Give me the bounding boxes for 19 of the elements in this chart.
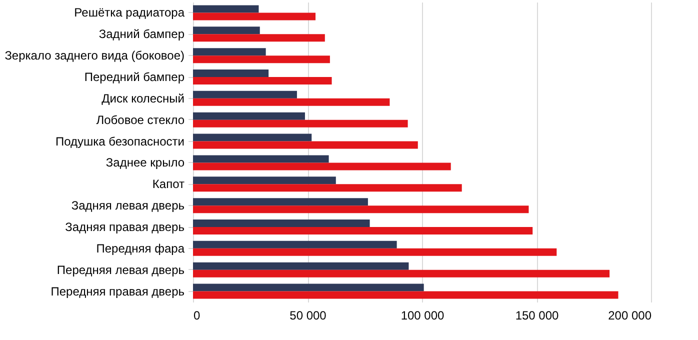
y-tick-label: Диск колесный <box>102 91 184 106</box>
x-tick-label: 150 000 <box>515 308 560 322</box>
x-tick-label: 0 <box>194 308 200 322</box>
y-tick-label: Задний бампер <box>98 27 185 42</box>
x-tick-label: 100 000 <box>400 308 445 322</box>
y-tick-label: Лобовое стекло <box>96 112 185 127</box>
x-tick-label: 200 000 <box>608 308 652 322</box>
y-tick-label: Передняя фара <box>96 241 185 256</box>
y-tick-label: Зеркало заднего вида (боковое) <box>4 48 184 63</box>
y-tick-label: Передняя правая дверь <box>50 284 184 298</box>
y-tick-label: Капот <box>152 177 185 192</box>
y-tick-label: Подушка безопасности <box>55 134 184 148</box>
y-tick-label: Передняя левая дверь <box>56 262 184 277</box>
y-tick-label: Решётка радиатора <box>74 6 185 20</box>
y-tick-label: Передний бампер <box>84 70 185 84</box>
y-tick-label: Задняя правая дверь <box>65 220 184 234</box>
y-tick-label: Заднее крыло <box>106 156 185 170</box>
x-tick-label: 50 000 <box>290 308 327 322</box>
y-tick-label: Задняя левая дверь <box>71 198 184 213</box>
